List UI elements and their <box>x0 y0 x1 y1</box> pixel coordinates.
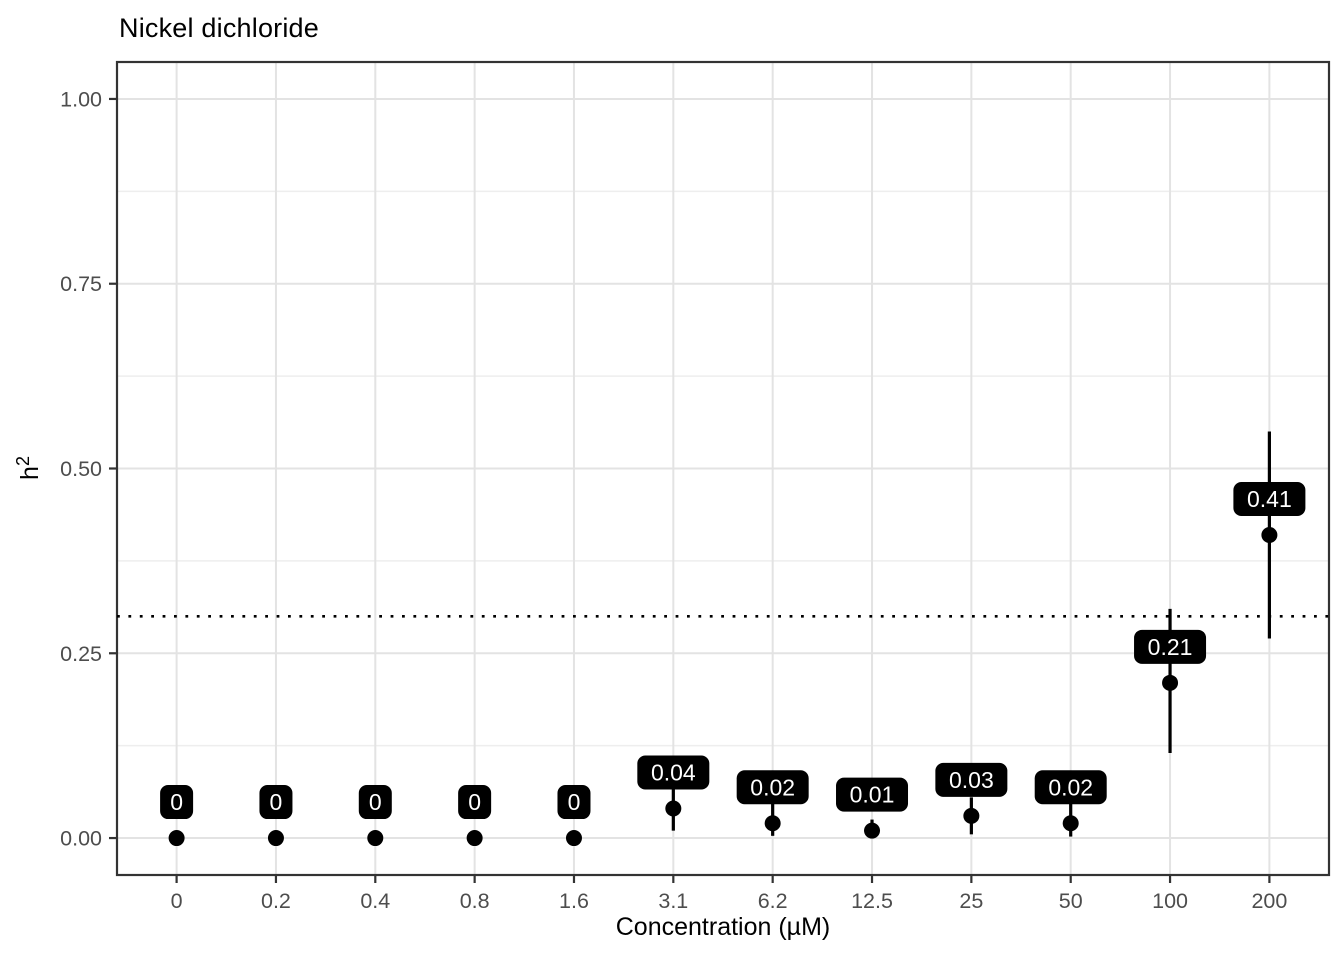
point-labels-group: 0 0 0 0 0 0.04 0.02 0.01 0.03 0.02 0.21 0.41 <box>160 482 1306 820</box>
axes-group: 0.00 0.25 0.50 0.75 1.00 0 0.2 0.4 0.8 1.6 3.1 6.2 1… <box>60 87 1287 913</box>
point-label-box <box>836 777 909 812</box>
x-tick-label: 6.2 <box>758 889 788 913</box>
point-label-text: 0 <box>170 789 183 815</box>
y-tick-label: 0.75 <box>60 272 102 296</box>
y-axis-title-exponent: 2 <box>12 456 33 467</box>
data-point <box>665 800 682 817</box>
point-label-text: 0.21 <box>1148 634 1193 660</box>
data-point <box>1261 527 1278 544</box>
x-axis-title: Concentration (µM) <box>615 913 831 941</box>
data-point <box>1062 815 1079 832</box>
plot-title: Nickel dichloride <box>119 13 319 43</box>
point-label-box <box>1034 770 1107 805</box>
point-label-box <box>1233 482 1306 517</box>
x-tick-label: 0.8 <box>460 889 490 913</box>
point-label-box <box>557 785 591 820</box>
point-label-box <box>160 785 194 820</box>
point-label-text: 0.03 <box>949 767 994 793</box>
point-label-text: 0.02 <box>750 774 795 800</box>
x-tick-label: 0.2 <box>261 889 291 913</box>
y-axis-title: h2 <box>13 456 45 480</box>
x-tick-label: 25 <box>959 889 983 913</box>
point-label-text: 0.41 <box>1247 486 1292 512</box>
y-tick-label: 0.25 <box>60 642 102 666</box>
data-points-group <box>168 527 1278 847</box>
x-tick-label: 12.5 <box>851 889 893 913</box>
data-point <box>466 830 483 847</box>
point-label-box <box>935 762 1008 797</box>
x-tick-label: 50 <box>1059 889 1083 913</box>
y-axis-title-base: h <box>16 466 45 480</box>
data-point <box>267 830 284 847</box>
point-label-box <box>736 770 809 805</box>
point-label-text: 0.01 <box>850 782 895 808</box>
point-label-text: 0 <box>568 789 581 815</box>
point-label-text: 0 <box>270 789 283 815</box>
x-tick-label: 0 <box>171 889 183 913</box>
point-label-box <box>259 785 293 820</box>
data-point <box>864 822 881 839</box>
y-tick-label: 1.00 <box>60 87 102 111</box>
data-point <box>1162 674 1179 691</box>
point-label-box <box>637 755 710 790</box>
x-tick-label: 3.1 <box>658 889 688 913</box>
point-label-box <box>358 785 392 820</box>
data-point <box>963 807 980 824</box>
data-point <box>565 830 582 847</box>
data-point <box>168 830 185 847</box>
point-label-box <box>458 785 492 820</box>
gridlines-major <box>117 62 1329 875</box>
point-label-text: 0 <box>369 789 382 815</box>
point-label-box <box>1134 629 1207 664</box>
x-tick-label: 100 <box>1152 889 1188 913</box>
point-label-text: 0.04 <box>651 759 696 785</box>
point-label-text: 0.02 <box>1048 774 1093 800</box>
data-point <box>764 815 781 832</box>
x-tick-label: 0.4 <box>360 889 390 913</box>
y-tick-label: 0.50 <box>60 457 102 481</box>
gridlines-minor <box>117 190 1329 747</box>
data-point <box>367 830 384 847</box>
y-tick-label: 0.00 <box>60 827 102 851</box>
x-tick-label: 200 <box>1251 889 1287 913</box>
point-label-text: 0 <box>468 789 481 815</box>
x-tick-label: 1.6 <box>559 889 589 913</box>
